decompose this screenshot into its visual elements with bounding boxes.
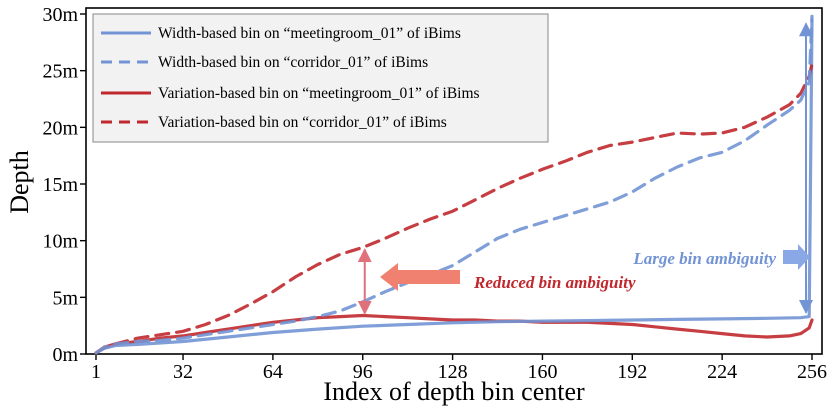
x-tick-label-96: 96 bbox=[353, 361, 373, 383]
series-line-1 bbox=[94, 14, 814, 355]
y-tick-label-20: 20m bbox=[42, 117, 78, 139]
legend-label-0: Width-based bin on “meetingroom_01” of i… bbox=[158, 25, 461, 42]
series-line-2 bbox=[94, 313, 814, 355]
legend-box bbox=[92, 13, 549, 143]
x-axis-title: Index of depth bin center bbox=[323, 377, 585, 406]
y-tick-label-15: 15m bbox=[42, 174, 78, 196]
y-axis-title: Depth bbox=[5, 150, 34, 214]
y-tick-label-30: 30m bbox=[42, 4, 78, 26]
x-tick-label-192: 192 bbox=[617, 361, 647, 383]
series-line-3 bbox=[94, 62, 814, 355]
x-tick-label-128: 128 bbox=[438, 361, 468, 383]
x-tick-label-160: 160 bbox=[527, 361, 557, 383]
series-line-0 bbox=[94, 18, 814, 355]
y-tick-label-10: 10m bbox=[42, 231, 78, 253]
large-ambiguity-label: Large bin ambiguity bbox=[632, 249, 776, 268]
large-ambiguity-arrow-icon bbox=[783, 244, 810, 270]
x-tick-label-1: 1 bbox=[91, 361, 101, 383]
legend-label-1: Width-based bin on “corridor_01” of iBim… bbox=[158, 54, 428, 71]
y-tick-label-5: 5m bbox=[52, 287, 78, 309]
y-tick-label-25: 25m bbox=[42, 61, 78, 83]
reduced-ambiguity-arrow-icon bbox=[380, 263, 460, 291]
x-tick-label-32: 32 bbox=[173, 361, 193, 383]
x-tick-label-256: 256 bbox=[797, 361, 827, 383]
legend-label-2: Variation-based bin on “meetingroom_01” … bbox=[158, 85, 480, 102]
reduced-ambiguity-label: Reduced bin ambiguity bbox=[473, 273, 636, 292]
legend-label-3: Variation-based bin on “corridor_01” of … bbox=[158, 114, 447, 131]
x-tick-label-64: 64 bbox=[263, 361, 283, 383]
plot-frame bbox=[85, 7, 823, 355]
y-tick-label-0: 0m bbox=[52, 344, 78, 366]
x-tick-label-224: 224 bbox=[707, 361, 737, 383]
legend: Width-based bin on “meetingroom_01” of i… bbox=[92, 13, 549, 143]
